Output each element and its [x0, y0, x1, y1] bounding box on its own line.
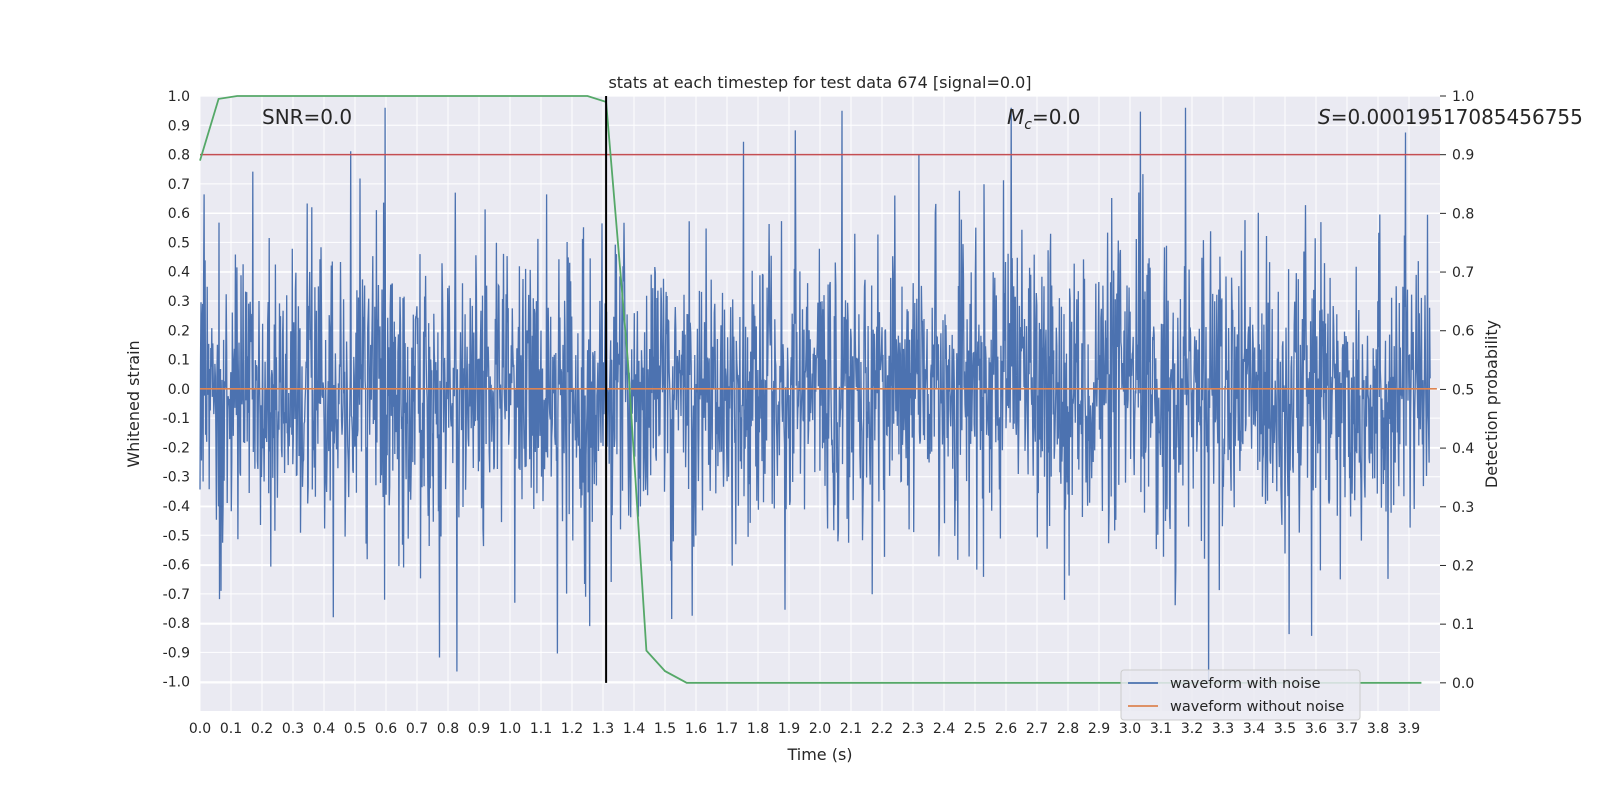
x-tick-label: 0.8 [437, 721, 459, 737]
x-tick-label: 2.1 [840, 721, 862, 737]
x-tick-label: 1.4 [623, 721, 645, 737]
y-tick-label: 0.0 [168, 382, 190, 398]
y2-tick-label: 0.2 [1452, 558, 1474, 574]
y-tick-label: -0.6 [163, 558, 190, 574]
legend-clean-label: waveform without noise [1170, 699, 1344, 715]
y-tick-label: 0.5 [168, 235, 190, 251]
x-tick-label: 3.0 [1119, 721, 1141, 737]
legend: waveform with noise waveform without noi… [1120, 669, 1361, 721]
x-tick-label: 1.5 [654, 721, 676, 737]
y2-tick-label: 0.6 [1452, 324, 1474, 340]
y-tick-label: 0.7 [168, 177, 190, 193]
x-tick-label: 3.2 [1181, 721, 1203, 737]
y-tick-label: -0.4 [163, 499, 190, 515]
x-tick-label: 3.4 [1243, 721, 1265, 737]
legend-noise-label: waveform with noise [1170, 676, 1321, 692]
x-tick-label: 1.3 [592, 721, 614, 737]
x-tick-label: 3.7 [1336, 721, 1358, 737]
y2-tick-label: 0.4 [1452, 441, 1474, 457]
y2-tick-label: 0.9 [1452, 148, 1474, 164]
chirp-mass-subscript: c [1024, 117, 1032, 133]
x-tick-label: 3.8 [1367, 721, 1389, 737]
y-tick-label: 0.2 [168, 323, 190, 339]
x-tick-label: 0.9 [468, 721, 490, 737]
y-tick-label: 0.6 [168, 206, 190, 222]
y-tick-label: 0.8 [168, 148, 190, 164]
x-tick-label: 1.6 [685, 721, 707, 737]
x-tick-label: 0.0 [189, 721, 211, 737]
y-tick-label: -0.5 [163, 528, 190, 544]
x-tick-label: 3.6 [1305, 721, 1327, 737]
x-tick-labels: 0.0 0.1 0.2 0.3 0.4 0.5 0.6 0.7 0.8 0.9 1.0 1.1 1.2 1… [189, 721, 1420, 737]
y-tick-label: -1.0 [163, 675, 190, 691]
chirp-mass-value: =0.0 [1032, 105, 1081, 129]
y-tick-label: 0.4 [168, 265, 190, 281]
x-tick-label: 0.4 [313, 721, 335, 737]
x-tick-label: 2.7 [1026, 721, 1048, 737]
y2-tick-label: 0.1 [1452, 617, 1474, 633]
y2-axis-label: Detection probability [1482, 320, 1501, 488]
y2-tick-labels: 1.0 0.9 0.8 0.7 0.6 0.5 0.4 0.3 0.2 0.1 0.0 [1440, 89, 1474, 692]
y-tick-label: -0.7 [163, 587, 190, 603]
x-tick-label: 1.1 [530, 721, 552, 737]
y2-tick-label: 1.0 [1452, 89, 1474, 105]
x-tick-label: 1.7 [716, 721, 738, 737]
y-tick-label: -0.1 [163, 411, 190, 427]
y2-tick-label: 0.7 [1452, 265, 1474, 281]
x-tick-label: 2.3 [902, 721, 924, 737]
chirp-mass-annotation: Mc=0.0 [1007, 105, 1081, 133]
x-tick-label: 3.5 [1274, 721, 1296, 737]
x-tick-label: 0.2 [251, 721, 273, 737]
x-tick-label: 1.0 [499, 721, 521, 737]
x-tick-label: 0.7 [406, 721, 428, 737]
snr-annotation: SNR=0.0 [262, 105, 352, 129]
x-axis-label: Time (s) [786, 745, 852, 764]
x-tick-label: 2.5 [964, 721, 986, 737]
y-tick-label: -0.8 [163, 616, 190, 632]
y-tick-labels: 1.0 0.9 0.8 0.7 0.6 0.5 0.4 0.3 0.2 0.1 0.0 -0.1 -0.… [163, 89, 190, 691]
x-tick-label: 0.1 [220, 721, 242, 737]
waveform-with-noise-line [199, 107, 1431, 682]
x-tick-label: 1.2 [561, 721, 583, 737]
s-value: =0.00019517085456755 [1331, 105, 1583, 129]
y2-tick-label: 0.8 [1452, 206, 1474, 222]
s-annotation: S=0.00019517085456755 [1318, 105, 1583, 129]
x-tick-label: 2.0 [809, 721, 831, 737]
s-symbol: S [1318, 105, 1331, 129]
x-tick-label: 0.5 [344, 721, 366, 737]
y-tick-label: 0.1 [168, 353, 190, 369]
y-tick-label: -0.9 [163, 645, 190, 661]
x-tick-label: 0.3 [282, 721, 304, 737]
y2-tick-label: 0.0 [1452, 676, 1474, 692]
x-tick-label: 0.6 [375, 721, 397, 737]
x-tick-label: 1.9 [778, 721, 800, 737]
x-tick-label: 3.9 [1398, 721, 1420, 737]
waveform-with-noise-series [199, 107, 1431, 682]
chart-title: stats at each timestep for test data 674… [608, 73, 1031, 92]
y-tick-label: 1.0 [168, 89, 190, 105]
chirp-mass-symbol: M [1007, 105, 1024, 129]
x-tick-label: 3.3 [1212, 721, 1234, 737]
x-tick-label: 3.1 [1150, 721, 1172, 737]
y-axis-label: Whitened strain [124, 340, 143, 467]
x-tick-label: 1.8 [747, 721, 769, 737]
x-tick-label: 2.2 [871, 721, 893, 737]
y-tick-label: 0.9 [168, 118, 190, 134]
y2-tick-label: 0.3 [1452, 500, 1474, 516]
y-tick-label: -0.3 [163, 470, 190, 486]
x-tick-label: 2.8 [1057, 721, 1079, 737]
y-tick-label: 0.3 [168, 294, 190, 310]
legend-box [1120, 669, 1361, 721]
x-tick-label: 2.4 [933, 721, 955, 737]
detection-probability-line [199, 95, 1422, 684]
y2-tick-label: 0.5 [1452, 382, 1474, 398]
y-tick-label: -0.2 [163, 440, 190, 456]
x-tick-label: 2.9 [1088, 721, 1110, 737]
x-tick-label: 2.6 [995, 721, 1017, 737]
